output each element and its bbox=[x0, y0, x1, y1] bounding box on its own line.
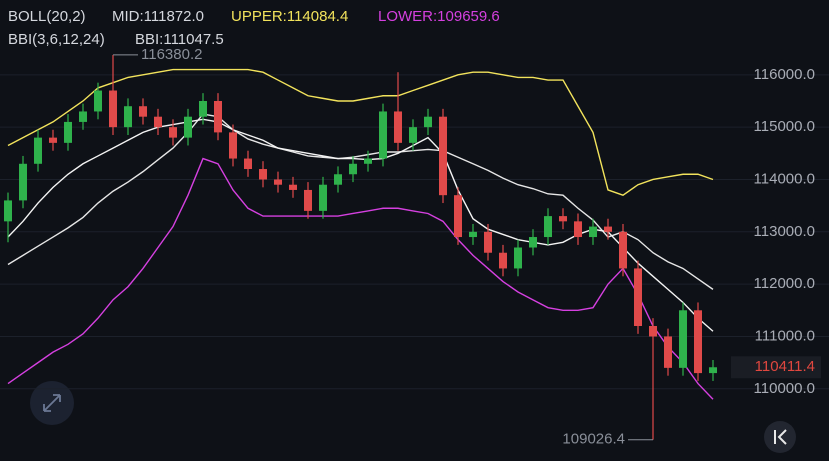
candle-body bbox=[364, 158, 372, 164]
candle-body bbox=[484, 231, 492, 253]
candle-body bbox=[214, 100, 222, 133]
candle-body bbox=[574, 221, 582, 238]
candle-body bbox=[514, 247, 522, 269]
candle-body bbox=[79, 111, 87, 122]
candle-body bbox=[199, 100, 207, 117]
candle-body bbox=[469, 231, 477, 238]
candle-body bbox=[424, 116, 432, 128]
candle-body bbox=[499, 252, 507, 269]
candle-body bbox=[394, 111, 402, 143]
y-tick-label: 110000.0 bbox=[754, 380, 815, 397]
legend-entry: BBI:111047.5 bbox=[135, 31, 224, 48]
candle-body bbox=[634, 268, 642, 326]
candle-body bbox=[244, 158, 252, 170]
y-tick-label: 115000.0 bbox=[754, 118, 815, 135]
y-tick-label: 116000.0 bbox=[754, 66, 815, 83]
candle-body bbox=[379, 111, 387, 159]
candle-body bbox=[184, 116, 192, 138]
candle-body bbox=[94, 90, 102, 112]
candle-body bbox=[544, 216, 552, 238]
candle-body bbox=[124, 106, 132, 128]
candle-body bbox=[289, 184, 297, 190]
expand-icon[interactable] bbox=[43, 394, 61, 412]
y-tick-label: 111000.0 bbox=[755, 327, 815, 344]
candle-body bbox=[619, 231, 627, 269]
candle-body bbox=[169, 127, 177, 138]
y-tick-label: 114000.0 bbox=[754, 170, 815, 187]
candle-body bbox=[454, 195, 462, 238]
candle-body bbox=[559, 216, 567, 222]
candle-body bbox=[604, 226, 612, 232]
expand-button[interactable] bbox=[30, 381, 74, 425]
candle-body bbox=[319, 184, 327, 211]
indicator-line bbox=[7, 113, 714, 290]
back-button[interactable] bbox=[764, 421, 796, 453]
indicator-line bbox=[7, 68, 714, 196]
bbi-title: BBI(3,6,12,24) bbox=[8, 31, 105, 48]
candle-body bbox=[139, 106, 147, 117]
candle-body bbox=[649, 325, 657, 337]
candle-body bbox=[109, 90, 117, 128]
max-label: 116380.2 bbox=[141, 46, 202, 63]
candle-body bbox=[409, 127, 417, 143]
y-tick-label: 112000.0 bbox=[754, 275, 815, 292]
last-price-label: 110411.4 bbox=[755, 358, 815, 375]
candle-body bbox=[229, 132, 237, 159]
legend-entry: MID:111872.0 bbox=[112, 8, 204, 25]
legend-entry: UPPER:114084.4 bbox=[231, 8, 348, 25]
candle-body bbox=[694, 310, 702, 374]
candle-body bbox=[589, 226, 597, 238]
candle-body bbox=[49, 137, 57, 143]
indicator-line bbox=[7, 157, 714, 400]
candle-body bbox=[4, 200, 12, 222]
indicator-title: BOLL(20,2) bbox=[8, 8, 86, 25]
back-icon[interactable] bbox=[774, 429, 787, 445]
candle-body bbox=[679, 310, 687, 368]
candle-body bbox=[529, 237, 537, 248]
last-price-box bbox=[731, 356, 821, 379]
candle-body bbox=[439, 116, 447, 196]
candle-body bbox=[64, 121, 72, 143]
legend-entry: LOWER:109659.6 bbox=[378, 8, 500, 25]
candle-body bbox=[664, 336, 672, 368]
candle-body bbox=[709, 367, 717, 374]
candle-body bbox=[19, 163, 27, 201]
min-label: 109026.4 bbox=[562, 431, 625, 448]
candle-body bbox=[334, 174, 342, 185]
candle-body bbox=[259, 169, 267, 180]
candle-body bbox=[274, 179, 282, 185]
candle-body bbox=[304, 189, 312, 211]
candle-body bbox=[154, 116, 162, 128]
y-tick-label: 113000.0 bbox=[754, 223, 815, 240]
candle-body bbox=[349, 163, 357, 175]
candle-body bbox=[34, 137, 42, 164]
